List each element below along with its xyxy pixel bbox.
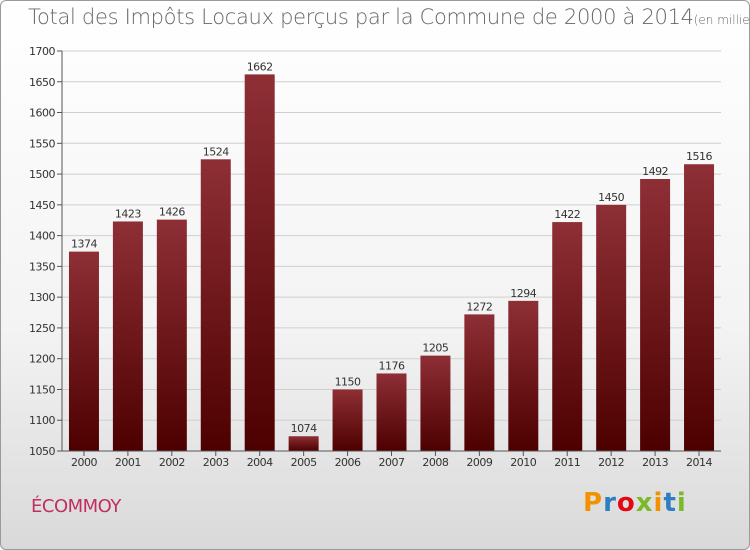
data-label-2004: 1662 (247, 60, 273, 73)
logo-letter: i (676, 488, 687, 518)
bar-2001 (112, 221, 143, 451)
x-tick-label-2000: 2000 (71, 456, 97, 469)
y-tick-label: 1100 (29, 414, 55, 427)
bar-2013 (640, 179, 671, 451)
y-tick-label: 1600 (29, 107, 55, 120)
logo-letter: r (603, 488, 617, 518)
bar-2010 (508, 300, 539, 451)
logo-letter: i (653, 488, 664, 518)
x-tick-label-2001: 2001 (115, 456, 141, 469)
x-tick-label-2005: 2005 (291, 456, 317, 469)
data-label-2009: 1272 (466, 300, 492, 313)
y-tick-label: 1150 (29, 383, 55, 396)
y-tick-label: 1500 (29, 168, 55, 181)
data-label-2005: 1074 (291, 422, 317, 435)
data-label-2000: 1374 (71, 238, 97, 251)
x-tick-label-2014: 2014 (686, 456, 712, 469)
y-tick-label: 1200 (29, 353, 55, 366)
y-tick-label: 1300 (29, 291, 55, 304)
x-tick-label-2007: 2007 (379, 456, 405, 469)
bar-2012 (596, 204, 627, 451)
bar-2006 (332, 389, 363, 451)
data-label-2014: 1516 (686, 150, 712, 163)
bar-layer: 1374 1423 1426 1524 1662 1074 1150 1176 1205 1272… (68, 60, 715, 452)
logo-letter: P (583, 488, 604, 518)
bar-2003 (200, 159, 231, 452)
y-tick-label: 1050 (29, 445, 55, 458)
logo-letter: t (663, 488, 677, 518)
bar-2007 (376, 373, 407, 451)
y-tick-label: 1650 (29, 76, 55, 89)
bar-2002 (156, 219, 187, 451)
bar-2005 (288, 436, 319, 451)
x-tick-label-2006: 2006 (335, 456, 361, 469)
data-label-2001: 1423 (115, 207, 141, 220)
y-tick-label: 1350 (29, 260, 55, 273)
chart-title-unit: (en milliers d'€) (693, 13, 750, 27)
x-tick-label-2013: 2013 (642, 456, 668, 469)
data-label-2002: 1426 (159, 206, 185, 219)
y-tick-label: 1250 (29, 322, 55, 335)
x-tick-label-2004: 2004 (247, 456, 273, 469)
chart-title-text: Total des Impôts Locaux perçus par la Co… (28, 5, 694, 29)
chart-title: Total des Impôts Locaux perçus par la Co… (28, 5, 750, 29)
bar-2004 (244, 74, 275, 451)
y-tick-label: 1550 (29, 137, 55, 150)
proxiti-logo: Proxiti (583, 488, 687, 518)
x-tick-label-2010: 2010 (510, 456, 536, 469)
x-tick-label-2009: 2009 (466, 456, 492, 469)
x-tick-label-2012: 2012 (598, 456, 624, 469)
bar-2008 (420, 355, 451, 451)
commune-name: ÉCOMMOY (31, 496, 121, 517)
data-label-2007: 1176 (379, 359, 405, 372)
data-label-2011: 1422 (554, 208, 580, 221)
bar-2009 (464, 314, 495, 451)
y-tick-label: 1700 (29, 45, 55, 58)
y-tick-label: 1450 (29, 199, 55, 212)
y-tick-label: 1400 (29, 230, 55, 243)
bar-2011 (552, 222, 583, 451)
data-label-2006: 1150 (335, 375, 361, 388)
logo-letter: x (635, 488, 654, 518)
x-tick-label-2003: 2003 (203, 456, 229, 469)
x-tick-label-2008: 2008 (422, 456, 448, 469)
data-label-2013: 1492 (642, 165, 668, 178)
bar-2000 (68, 251, 99, 451)
logo-letter: o (616, 488, 636, 518)
data-label-2008: 1205 (422, 342, 448, 355)
axis-layer: 1050 1100 1150 1200 1250 1300 1350 1400 1450 1500… (29, 45, 721, 469)
bar-2014 (684, 164, 715, 451)
x-tick-label-2002: 2002 (159, 456, 185, 469)
data-label-2003: 1524 (203, 145, 229, 158)
x-tick-label-2011: 2011 (554, 456, 580, 469)
data-label-2012: 1450 (598, 191, 624, 204)
data-label-2010: 1294 (510, 287, 536, 300)
